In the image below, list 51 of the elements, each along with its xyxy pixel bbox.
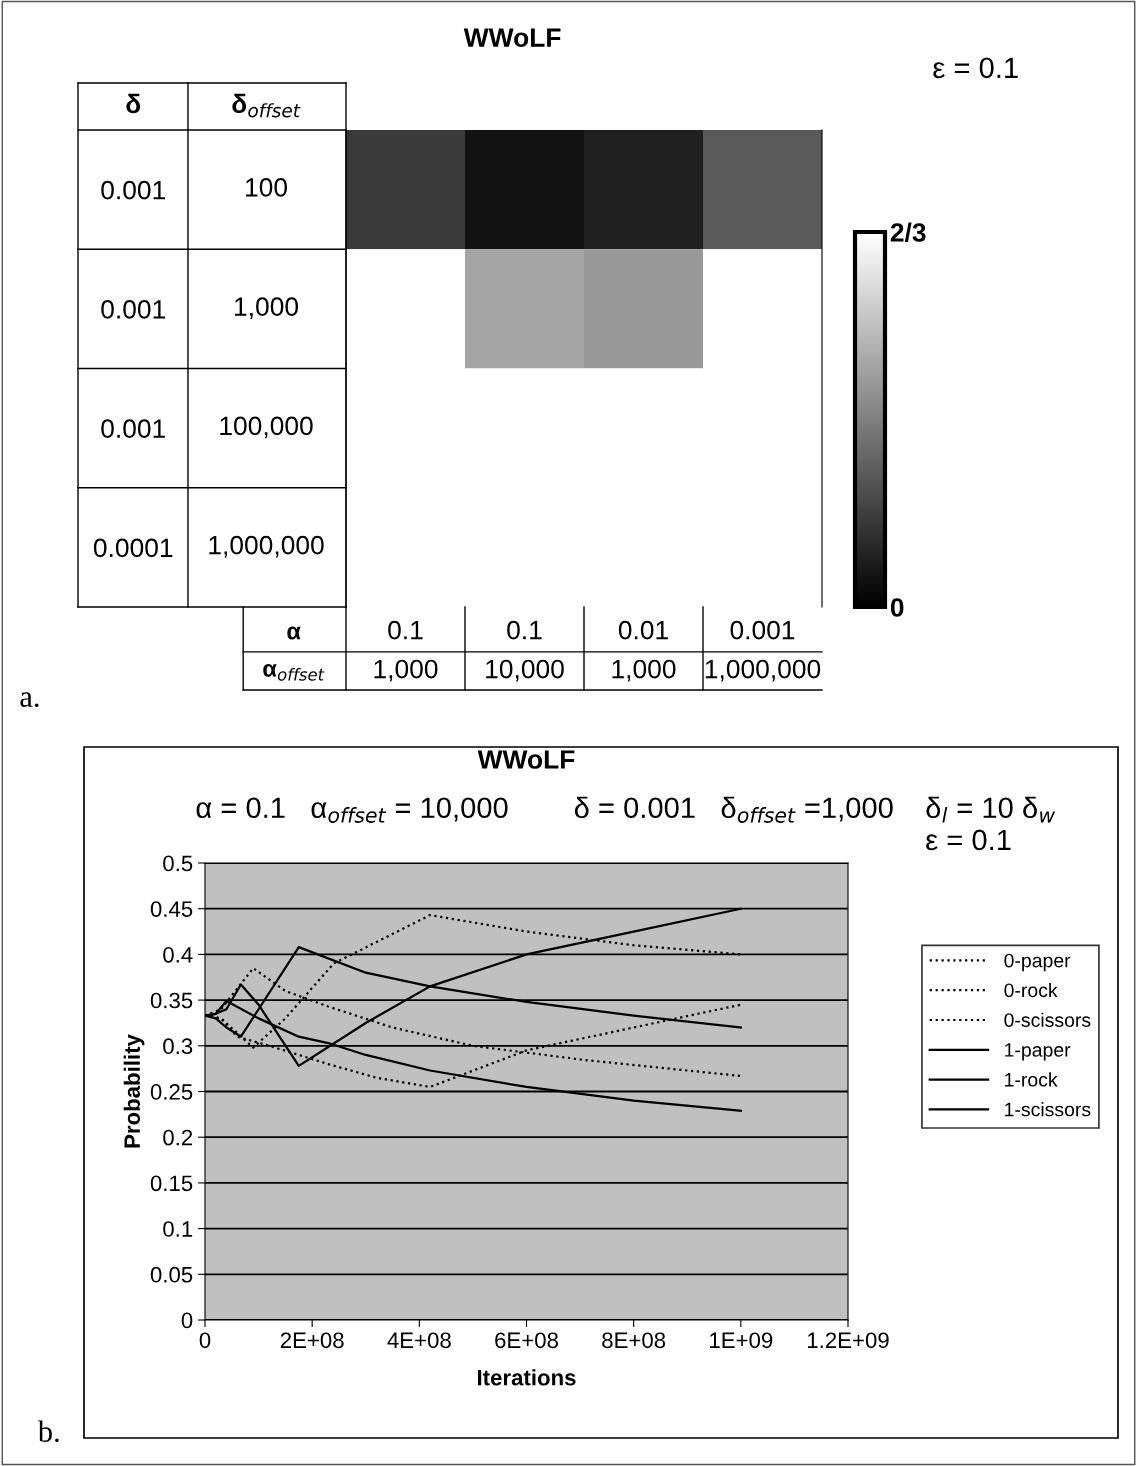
x-tick-label: 4E+08 xyxy=(387,1332,451,1349)
y-tick-label: 0.001 xyxy=(101,300,165,319)
text: b. xyxy=(37,1420,59,1443)
color-bar-label: 0 xyxy=(890,598,904,617)
y-tick-label: 0 xyxy=(181,1312,193,1329)
y2-tick-label: 100 xyxy=(246,178,288,197)
y-tick-label: 0.4 xyxy=(163,946,193,963)
y-tick-label: 0.001 xyxy=(101,180,165,200)
x-tick-label: 0.1 10,000 xyxy=(486,620,564,682)
y-axis-title: Probability xyxy=(123,1034,145,1148)
x-tick-label: 8E+08 xyxy=(602,1332,666,1349)
y-tick-label: 0.0001 xyxy=(93,538,173,558)
y-tick-label: 0.45 xyxy=(150,901,193,917)
chart-title: WWoLF xyxy=(463,28,561,47)
chart-subtitle: α = 0.1 α$_{offset}$ = 10,000 δ = 0.001 δ$_{offset}$ =1,000 xyxy=(196,796,893,823)
y-tick-label: 0.3 xyxy=(163,1038,193,1055)
legend-label: 1-scissors xyxy=(1005,1102,1091,1117)
text: a. xyxy=(20,692,39,708)
y2-tick-label: 100,000 xyxy=(220,416,313,439)
y-tick-label: 0.05 xyxy=(150,1266,193,1283)
y-tick-label: 0.5 xyxy=(163,855,193,872)
x-tick-label: 2E+08 xyxy=(280,1332,344,1349)
y-tick-label: 0.35 xyxy=(150,992,193,1009)
color-bar-label: 2/3 xyxy=(890,222,926,243)
y-tick-label: 0.001 xyxy=(101,419,165,438)
text: ε = 0.1 xyxy=(926,829,1011,851)
y2-axis-title: δ$_{offset}$ xyxy=(232,93,301,118)
y-tick-label: 0.2 xyxy=(163,1129,193,1146)
x-axis-title: Iterations xyxy=(477,1369,576,1386)
y-tick-label: 0.15 xyxy=(150,1175,193,1192)
y2-tick-label: 1,000 xyxy=(235,297,299,320)
y-tick-label: 0.25 xyxy=(150,1084,193,1100)
y2-tick-label: 1,000,000 xyxy=(209,535,324,558)
x-axis-title: α α$_{offset}$ xyxy=(263,626,325,681)
legend-label: 1-rock xyxy=(1005,1072,1058,1087)
x-tick-label: 0 xyxy=(199,1332,211,1349)
text: δ$_{l}$ = 10 δ$_{w}$ xyxy=(926,796,1056,823)
x-tick-label: 1E+09 xyxy=(710,1332,773,1349)
legend-label: 0-scissors xyxy=(1004,1012,1091,1027)
legend-label: 0-paper xyxy=(1004,953,1071,972)
x-tick-label: 0.01 1,000 xyxy=(612,620,676,682)
text: ε = 0.1 xyxy=(933,57,1018,79)
chart-title: WWoLF xyxy=(477,750,575,769)
y-axis-title: δ xyxy=(126,93,141,114)
legend-label: 1-paper xyxy=(1005,1043,1071,1061)
y-tick-label: 0.1 xyxy=(163,1221,193,1237)
x-tick-label: 1.2E+09 xyxy=(807,1332,889,1349)
legend-label: 0-rock xyxy=(1004,982,1058,998)
x-tick-label: 0.001 1,000,000 xyxy=(705,620,821,682)
x-tick-label: 0.1 1,000 xyxy=(374,620,438,682)
x-tick-label: 6E+08 xyxy=(495,1332,558,1349)
